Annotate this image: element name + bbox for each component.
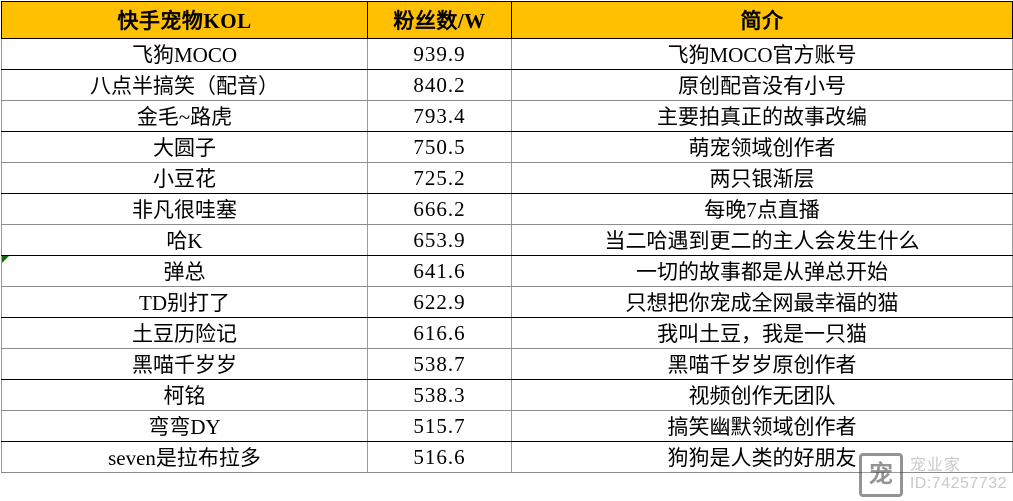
cell-kol-name[interactable]: 大圆子 bbox=[1, 131, 368, 163]
cell-description[interactable]: 飞狗MOCO官方账号 bbox=[511, 38, 1013, 70]
cell-description[interactable]: 狗狗是人类的好朋友 bbox=[511, 441, 1013, 473]
cell-description[interactable]: 当二哈遇到更二的主人会发生什么 bbox=[511, 224, 1013, 256]
cell-description[interactable]: 黑喵千岁岁原创作者 bbox=[511, 348, 1013, 380]
table-row[interactable]: 非凡很哇塞 666.2 每晚7点直播 bbox=[1, 193, 1013, 225]
table-row[interactable]: 大圆子 750.5 萌宠领域创作者 bbox=[1, 131, 1013, 163]
column-header-fans[interactable]: 粉丝数/W bbox=[367, 1, 512, 39]
cell-description[interactable]: 一切的故事都是从弹总开始 bbox=[511, 255, 1013, 287]
cell-kol-name[interactable]: 黑喵千岁岁 bbox=[1, 348, 368, 380]
cell-fans-count[interactable]: 653.9 bbox=[367, 224, 512, 256]
cell-kol-name[interactable]: seven是拉布拉多 bbox=[1, 441, 368, 473]
cell-description[interactable]: 主要拍真正的故事改编 bbox=[511, 100, 1013, 132]
cell-fans-count[interactable]: 725.2 bbox=[367, 162, 512, 194]
cell-fans-count[interactable]: 840.2 bbox=[367, 69, 512, 101]
table-row[interactable]: 弯弯DY 515.7 搞笑幽默领域创作者 bbox=[1, 410, 1013, 442]
comment-marker-icon bbox=[2, 256, 9, 263]
cell-fans-count[interactable]: 515.7 bbox=[367, 410, 512, 442]
cell-description[interactable]: 视频创作无团队 bbox=[511, 379, 1013, 411]
table-row[interactable]: 小豆花 725.2 两只银渐层 bbox=[1, 162, 1013, 194]
header-row: 快手宠物KOL 粉丝数/W 简介 bbox=[1, 1, 1013, 39]
table-header: 快手宠物KOL 粉丝数/W 简介 bbox=[1, 1, 1013, 39]
cell-description[interactable]: 萌宠领域创作者 bbox=[511, 131, 1013, 163]
table-row[interactable]: 哈K 653.9 当二哈遇到更二的主人会发生什么 bbox=[1, 224, 1013, 256]
cell-kol-name[interactable]: 八点半搞笑（配音） bbox=[1, 69, 368, 101]
table-body: 飞狗MOCO 939.9 飞狗MOCO官方账号 八点半搞笑（配音） 840.2 原创配音没… bbox=[1, 38, 1013, 473]
cell-fans-count[interactable]: 538.7 bbox=[367, 348, 512, 380]
kol-table: 快手宠物KOL 粉丝数/W 简介 飞狗MOCO 939.9 飞狗MOCO官方账号 八点… bbox=[1, 1, 1013, 473]
table-row[interactable]: 柯铭 538.3 视频创作无团队 bbox=[1, 379, 1013, 411]
table-row[interactable]: 土豆历险记 616.6 我叫土豆，我是一只猫 bbox=[1, 317, 1013, 349]
cell-kol-name[interactable]: 土豆历险记 bbox=[1, 317, 368, 349]
cell-kol-name[interactable]: 弯弯DY bbox=[1, 410, 368, 442]
cell-kol-name[interactable]: TD别打了 bbox=[1, 286, 368, 318]
table-row[interactable]: 弹总 641.6 一切的故事都是从弹总开始 bbox=[1, 255, 1013, 287]
table-row[interactable]: 八点半搞笑（配音） 840.2 原创配音没有小号 bbox=[1, 69, 1013, 101]
cell-kol-name[interactable]: 非凡很哇塞 bbox=[1, 193, 368, 225]
table-row[interactable]: 金毛~路虎 793.4 主要拍真正的故事改编 bbox=[1, 100, 1013, 132]
cell-kol-name[interactable]: 小豆花 bbox=[1, 162, 368, 194]
cell-fans-count[interactable]: 538.3 bbox=[367, 379, 512, 411]
table-row[interactable]: 飞狗MOCO 939.9 飞狗MOCO官方账号 bbox=[1, 38, 1013, 70]
cell-kol-name[interactable]: 金毛~路虎 bbox=[1, 100, 368, 132]
cell-description[interactable]: 原创配音没有小号 bbox=[511, 69, 1013, 101]
table-row[interactable]: TD别打了 622.9 只想把你宠成全网最幸福的猫 bbox=[1, 286, 1013, 318]
cell-description[interactable]: 两只银渐层 bbox=[511, 162, 1013, 194]
cell-kol-name[interactable]: 柯铭 bbox=[1, 379, 368, 411]
cell-kol-name[interactable]: 哈K bbox=[1, 224, 368, 256]
cell-fans-count[interactable]: 641.6 bbox=[367, 255, 512, 287]
cell-description[interactable]: 搞笑幽默领域创作者 bbox=[511, 410, 1013, 442]
cell-description[interactable]: 每晚7点直播 bbox=[511, 193, 1013, 225]
cell-fans-count[interactable]: 616.6 bbox=[367, 317, 512, 349]
cell-fans-count[interactable]: 793.4 bbox=[367, 100, 512, 132]
table-row[interactable]: seven是拉布拉多 516.6 狗狗是人类的好朋友 bbox=[1, 441, 1013, 473]
cell-kol-name[interactable]: 弹总 bbox=[1, 255, 368, 287]
watermark-id: ID:74257732 bbox=[909, 475, 1007, 492]
cell-fans-count[interactable]: 939.9 bbox=[367, 38, 512, 70]
cell-kol-name[interactable]: 飞狗MOCO bbox=[1, 38, 368, 70]
cell-fans-count[interactable]: 516.6 bbox=[367, 441, 512, 473]
cell-fans-count[interactable]: 666.2 bbox=[367, 193, 512, 225]
column-header-desc[interactable]: 简介 bbox=[511, 1, 1013, 39]
table-row[interactable]: 黑喵千岁岁 538.7 黑喵千岁岁原创作者 bbox=[1, 348, 1013, 380]
cell-fans-count[interactable]: 750.5 bbox=[367, 131, 512, 163]
cell-description[interactable]: 只想把你宠成全网最幸福的猫 bbox=[511, 286, 1013, 318]
cell-description[interactable]: 我叫土豆，我是一只猫 bbox=[511, 317, 1013, 349]
cell-fans-count[interactable]: 622.9 bbox=[367, 286, 512, 318]
column-header-name[interactable]: 快手宠物KOL bbox=[1, 1, 368, 39]
